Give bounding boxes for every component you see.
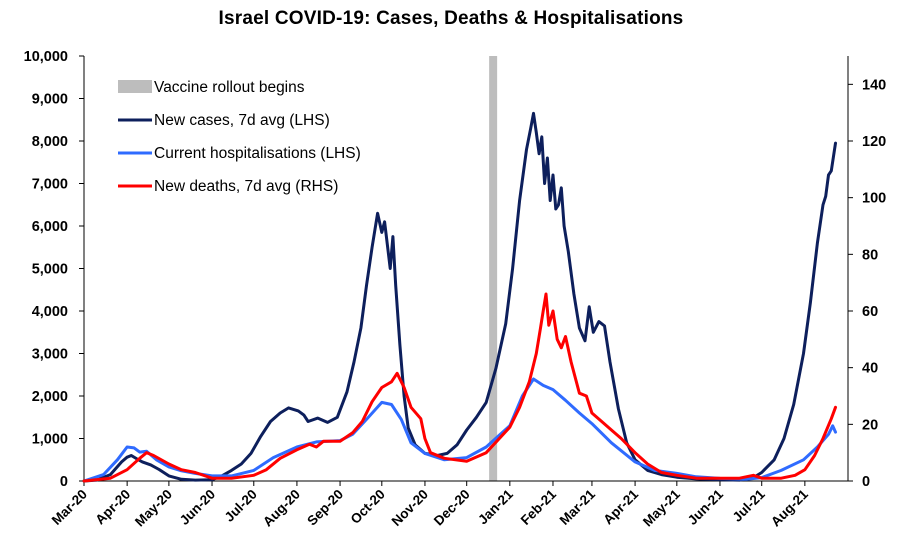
y-right-tick-label: 80 — [862, 247, 878, 263]
x-tick-label: Jul-21 — [730, 486, 769, 525]
x-tick-label: Jun-21 — [685, 486, 727, 528]
x-tick-label: Sep-20 — [304, 487, 346, 529]
x-tick-label: Apr-20 — [92, 487, 133, 528]
legend-swatch-vaccine — [118, 80, 152, 93]
x-tick-label: Aug-20 — [260, 487, 303, 530]
x-tick-label: Mar-21 — [557, 486, 599, 528]
chart-title: Israel COVID-19: Cases, Deaths & Hospita… — [218, 8, 684, 29]
x-tick-label: May-21 — [640, 486, 683, 529]
x-tick-label: Oct-20 — [348, 487, 388, 527]
y-right-tick-label: 60 — [862, 304, 878, 320]
x-tick-label: Dec-20 — [431, 487, 473, 529]
legend-label-0: Vaccine rollout begins — [154, 79, 305, 96]
x-tick-label: Apr-21 — [600, 486, 641, 527]
x-tick-label: Aug-21 — [768, 486, 811, 529]
y-right-tick-label: 20 — [862, 417, 878, 433]
y-left-tick-label: 3,000 — [32, 347, 68, 363]
y-left-tick-label: 7,000 — [32, 177, 68, 193]
y-left-tick-label: 0 — [60, 474, 68, 490]
x-tick-label: May-20 — [132, 487, 175, 530]
y-left-tick-label: 8,000 — [32, 134, 68, 150]
x-tick-label: Mar-20 — [49, 487, 90, 528]
legend-label-3: New deaths, 7d avg (RHS) — [154, 178, 338, 195]
y-left-tick-label: 10,000 — [24, 49, 68, 65]
legend-label-1: New cases, 7d avg (LHS) — [154, 112, 330, 129]
y-left-tick-label: 4,000 — [32, 304, 68, 320]
series-line-2 — [82, 292, 837, 483]
x-tick-label: Jul-20 — [222, 487, 260, 525]
y-left-tick-label: 9,000 — [32, 92, 68, 108]
y-right-tick-label: 120 — [862, 134, 886, 150]
y-right-tick-label: 0 — [862, 474, 870, 490]
legend-label-2: Current hospitalisations (LHS) — [154, 145, 361, 162]
x-tick-label: Nov-20 — [389, 487, 431, 529]
y-left-tick-label: 6,000 — [32, 219, 68, 235]
y-left-tick-label: 2,000 — [32, 389, 68, 405]
vaccine-rollout-bar — [489, 56, 498, 481]
series-line-1 — [82, 377, 837, 483]
series-line-0 — [82, 111, 837, 483]
x-tick-label: Feb-21 — [518, 486, 560, 528]
x-tick-label: Jan-21 — [475, 486, 516, 527]
x-tick-label: Jun-20 — [177, 487, 218, 528]
y-right-tick-label: 40 — [862, 361, 878, 377]
y-left-tick-label: 5,000 — [32, 262, 68, 278]
y-left-tick-label: 1,000 — [32, 432, 68, 448]
y-right-tick-label: 100 — [862, 191, 886, 207]
y-right-tick-label: 140 — [862, 77, 886, 93]
